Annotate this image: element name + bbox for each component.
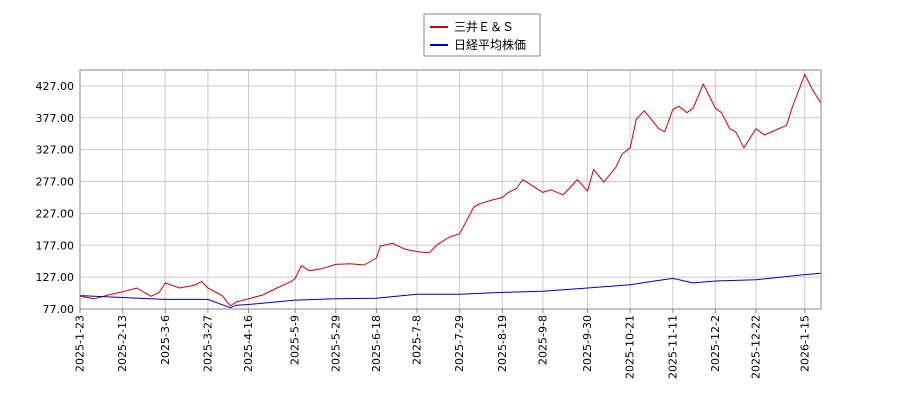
x-tick-label: 2025-1-23: [74, 315, 87, 372]
y-tick-label: 427.00: [36, 80, 75, 93]
series-line-1: [79, 272, 822, 309]
x-tick-label: 2025-9-30: [581, 315, 594, 372]
y-tick-label: 377.00: [36, 112, 75, 125]
x-tick-label: 2025-3-27: [201, 315, 214, 372]
legend-box: [423, 13, 541, 57]
x-tick-label: 2025-8-19: [496, 315, 509, 372]
x-axis: 2025-1-23 2025-2-13 2025-3-6 2025-3-27 2025-…: [74, 309, 811, 379]
legend-label-1: 日経平均株価: [454, 37, 526, 52]
series-layer: [79, 74, 822, 309]
x-tick-label: 2025-3-6: [159, 315, 172, 365]
x-tick-label: 2025-5-29: [329, 315, 342, 372]
x-tick-label: 2025-12-2: [709, 315, 722, 372]
x-tick-label: 2025-6-18: [370, 315, 383, 372]
y-tick-label: 177.00: [36, 239, 75, 252]
x-tick-label: 2025-7-8: [411, 315, 424, 365]
x-tick-label: 2025-12-22: [750, 315, 763, 379]
y-tick-label: 127.00: [36, 271, 75, 284]
x-tick-label: 2025-9-8: [536, 315, 549, 365]
y-tick-label: 277.00: [36, 176, 75, 189]
x-tick-label: 2025-5-9: [289, 315, 302, 365]
y-tick-label: 327.00: [36, 144, 75, 157]
x-tick-label: 2025-10-21: [624, 315, 637, 379]
legend-label-0: 三井Ｅ＆Ｓ: [454, 20, 514, 34]
legend: 三井Ｅ＆Ｓ 日経平均株価: [423, 13, 541, 57]
y-axis: 427.00 377.00 327.00 277.00 227.00 177.00 127.…: [36, 80, 75, 316]
y-tick-label: 77.00: [43, 303, 75, 316]
x-tick-label: 2026-1-15: [798, 315, 811, 372]
series-line-0: [79, 74, 822, 307]
x-tick-label: 2025-11-11: [666, 315, 679, 379]
y-tick-label: 227.00: [36, 207, 75, 220]
x-tick-label: 2025-7-29: [453, 315, 466, 372]
plot-frame: [79, 69, 822, 310]
grid-lines: [79, 70, 821, 310]
x-tick-label: 2025-2-13: [116, 315, 129, 372]
x-tick-label: 2025-4-16: [242, 315, 255, 372]
